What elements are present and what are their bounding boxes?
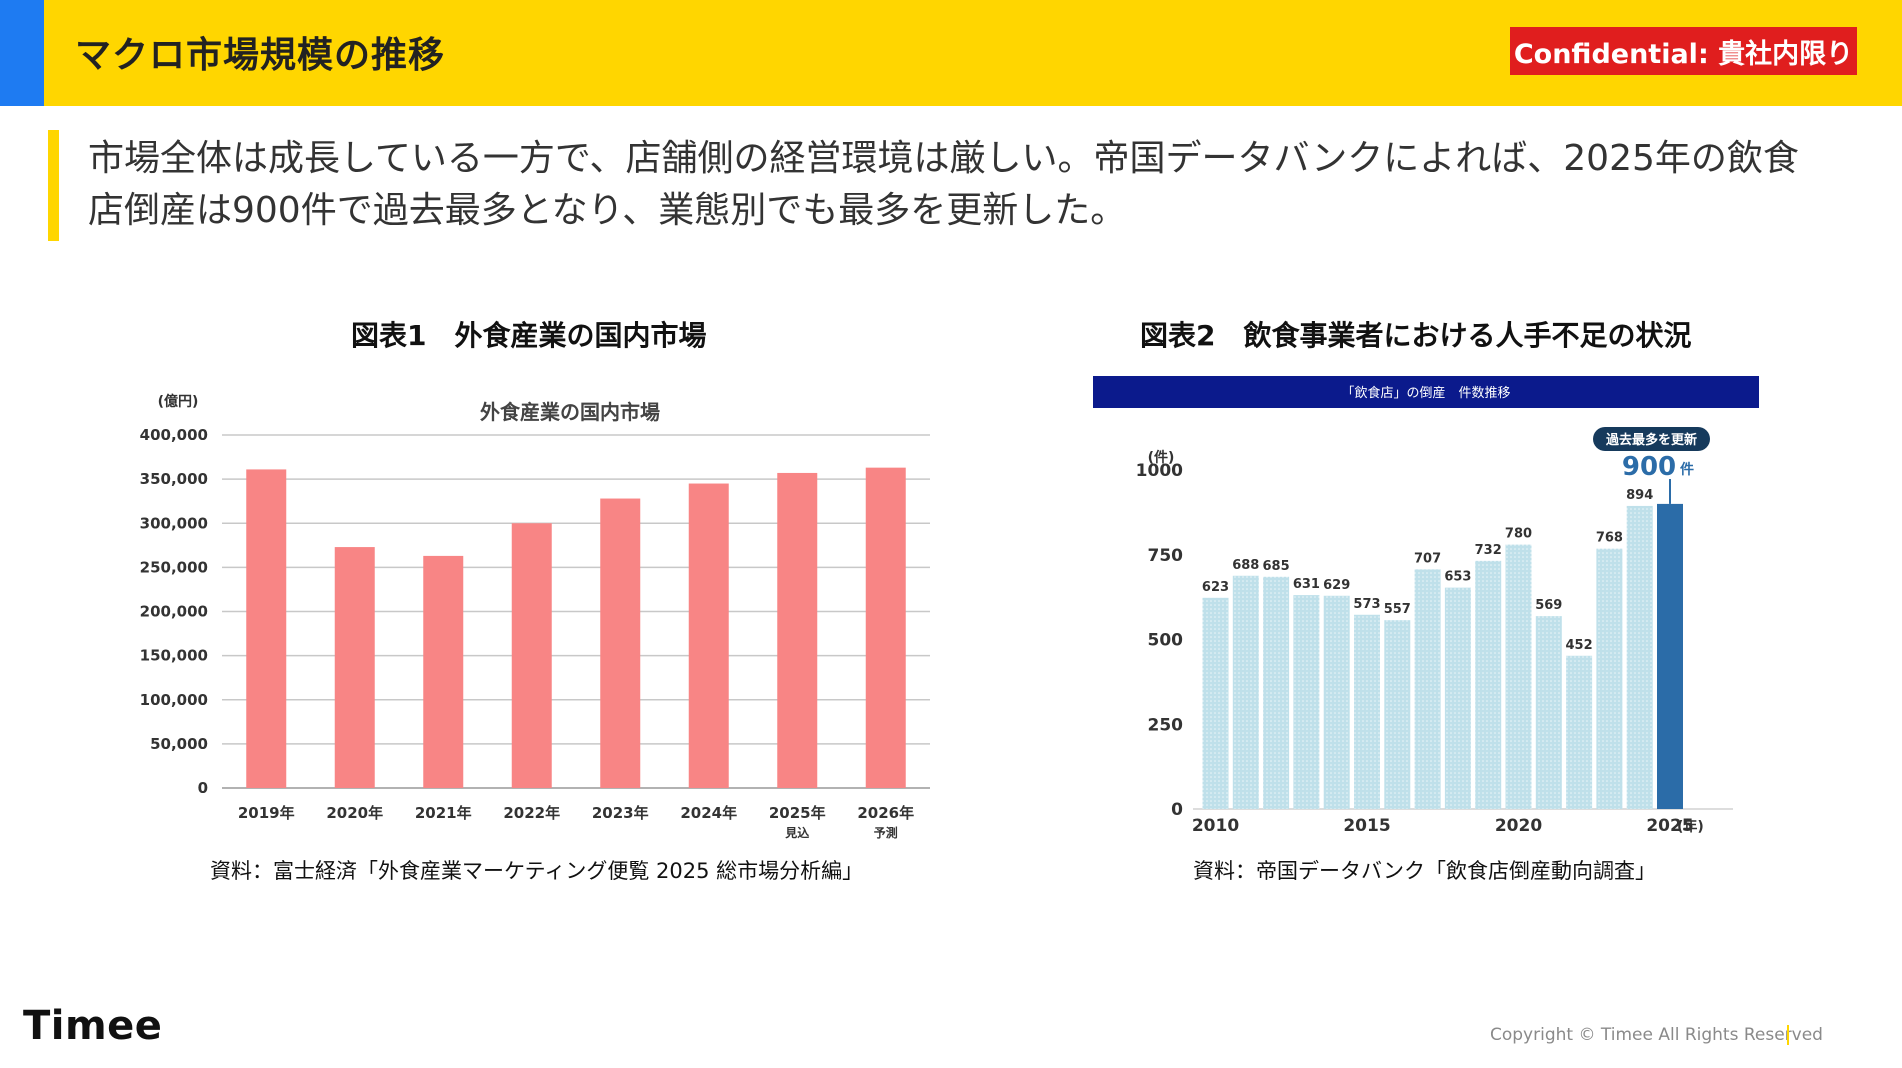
chart1-xtick-note: 予測 <box>874 825 898 840</box>
header-side-accent <box>0 0 44 106</box>
chart2-bar <box>1535 616 1562 809</box>
lead-line-1: 市場全体は成長している一方で、店舗側の経営環境は厳しい。帝国データバンクによれば… <box>88 138 1799 179</box>
chart2-bar <box>1475 560 1502 809</box>
chart2-bar <box>1354 614 1380 809</box>
market-size-bar-chart: 外食産業の国内市場 (億円) 0 50,000 100,000 150,000 200,00… <box>140 393 930 840</box>
chart1-xtick-note: 見込 <box>784 825 809 840</box>
chart1-bar <box>246 469 287 788</box>
chart2-data-label: 707 <box>1414 551 1441 566</box>
chart1-bar <box>423 555 464 788</box>
chart2-title: 「飲食店」の倒産 件数推移 <box>1341 385 1510 401</box>
chart2-data-label: 732 <box>1475 543 1502 558</box>
chart1-ytick-label: 150,000 <box>140 647 208 665</box>
chart2-data-label: 452 <box>1566 638 1593 653</box>
page-title: マクロ市場規模の推移 <box>75 35 446 76</box>
chart2-callout-badge: 過去最多を更新 <box>1605 432 1697 448</box>
chart2-bar <box>1293 595 1320 809</box>
chart1-ytick-label: 300,000 <box>140 514 208 532</box>
chart1-xtick-label: 2019年 <box>238 804 295 822</box>
chart2-bar <box>1202 597 1229 809</box>
chart2-bar <box>1505 544 1532 809</box>
chart1-ytick-label: 400,000 <box>140 426 208 444</box>
chart1-xtick-label: 2023年 <box>592 804 649 822</box>
chart2-data-label: 780 <box>1505 527 1532 542</box>
header-bar: マクロ市場規模の推移 Confidential: 貴社内限り <box>0 0 1902 106</box>
figure-2-source: 資料：帝国データバンク「飲食店倒産動向調査」 <box>1193 859 1657 883</box>
chart2-xlabel: (年) <box>1677 818 1704 835</box>
chart2-callout-unit: 件 <box>1680 461 1694 478</box>
chart2-bar <box>1444 587 1471 809</box>
chart2-ytick-label: 500 <box>1148 631 1184 651</box>
chart2-bar <box>1657 503 1683 809</box>
chart2-ytick-label: 1000 <box>1136 461 1183 481</box>
chart2-title-band <box>1093 376 1759 408</box>
timee-logo: Timee <box>23 1003 163 1049</box>
chart2-ytick-label: 0 <box>1171 800 1183 820</box>
chart2-bar <box>1384 620 1411 809</box>
chart2-bar <box>1323 595 1350 809</box>
confidential-badge: Confidential: 貴社内限り <box>1510 27 1857 75</box>
lead-accent-bar <box>48 130 59 241</box>
chart2-bar <box>1414 569 1441 809</box>
chart1-bar <box>865 467 906 788</box>
chart1-ytick-label: 100,000 <box>140 691 208 709</box>
lead-line-2: 店倒産は900件で過去最多となり、業態別でも最多を更新した。 <box>88 190 1127 231</box>
chart1-xtick-label: 2022年 <box>503 804 560 822</box>
chart1-ylabel: (億円) <box>158 393 199 410</box>
chart2-xtick-label: 2010 <box>1192 816 1239 836</box>
chart2-data-label: 557 <box>1384 602 1411 617</box>
chart2-bar <box>1263 576 1290 809</box>
chart2-data-label: 653 <box>1444 570 1471 585</box>
chart2-ytick-label: 750 <box>1148 546 1184 566</box>
chart1-bar <box>600 498 641 788</box>
chart2-bar <box>1626 505 1653 809</box>
chart2-xtick-label: 2015 <box>1343 816 1390 836</box>
chart2-callout-badge-bg <box>1593 427 1710 451</box>
chart2-data-label: 685 <box>1263 559 1290 574</box>
chart1-ytick-label: 200,000 <box>140 603 208 621</box>
chart1-xtick-label: 2020年 <box>326 804 383 822</box>
chart1-ytick-label: 250,000 <box>140 558 208 576</box>
chart2-data-label: 573 <box>1353 597 1380 612</box>
copyright-accent <box>1787 1025 1789 1045</box>
chart1-xtick-label: 2026年 <box>857 804 914 822</box>
chart1-xtick-label: 2024年 <box>680 804 737 822</box>
chart1-ytick-label: 350,000 <box>140 470 208 488</box>
chart1-bar <box>334 547 375 788</box>
figure-1-source: 資料：富士経済「外食産業マーケティング便覧 2025 総市場分析編」 <box>210 859 864 883</box>
chart1-ytick-label: 50,000 <box>150 735 208 753</box>
chart2-xtick-label: 2020 <box>1495 816 1542 836</box>
chart1-bar <box>688 483 729 788</box>
chart2-data-label: 894 <box>1626 488 1653 503</box>
chart2-data-label: 629 <box>1323 578 1350 593</box>
lead-text: 市場全体は成長している一方で、店舗側の経営環境は厳しい。帝国データバンクによれば… <box>88 133 1868 237</box>
figure-1-title: 図表1 外食産業の国内市場 <box>351 319 707 352</box>
chart2-data-label: 569 <box>1535 598 1562 613</box>
chart2-data-label: 688 <box>1232 558 1259 573</box>
chart2-bar <box>1596 548 1623 809</box>
chart2-bar <box>1232 575 1259 809</box>
chart2-xtick-label: 2025 <box>1646 816 1693 836</box>
chart1-ytick-label: 0 <box>198 779 208 797</box>
chart2-callout-value: 900 <box>1622 452 1676 482</box>
chart2-data-label: 623 <box>1202 580 1229 595</box>
chart2-ylabel: (件) <box>1148 449 1175 466</box>
chart1-xtick-label: 2021年 <box>415 804 472 822</box>
chart1-bar <box>777 472 818 788</box>
chart1-title: 外食産業の国内市場 <box>480 400 660 424</box>
chart2-data-label: 631 <box>1293 577 1320 592</box>
chart2-data-label: 768 <box>1596 531 1623 546</box>
figure-2-title: 図表2 飲食事業者における人手不足の状況 <box>1140 319 1692 352</box>
copyright-text: Copyright © Timee All Rights Reserved <box>1490 1025 1823 1045</box>
chart1-xtick-label: 2025年 <box>769 804 826 822</box>
chart1-bar <box>511 523 552 788</box>
chart2-bar <box>1566 655 1593 809</box>
chart2-ytick-label: 250 <box>1148 715 1184 735</box>
